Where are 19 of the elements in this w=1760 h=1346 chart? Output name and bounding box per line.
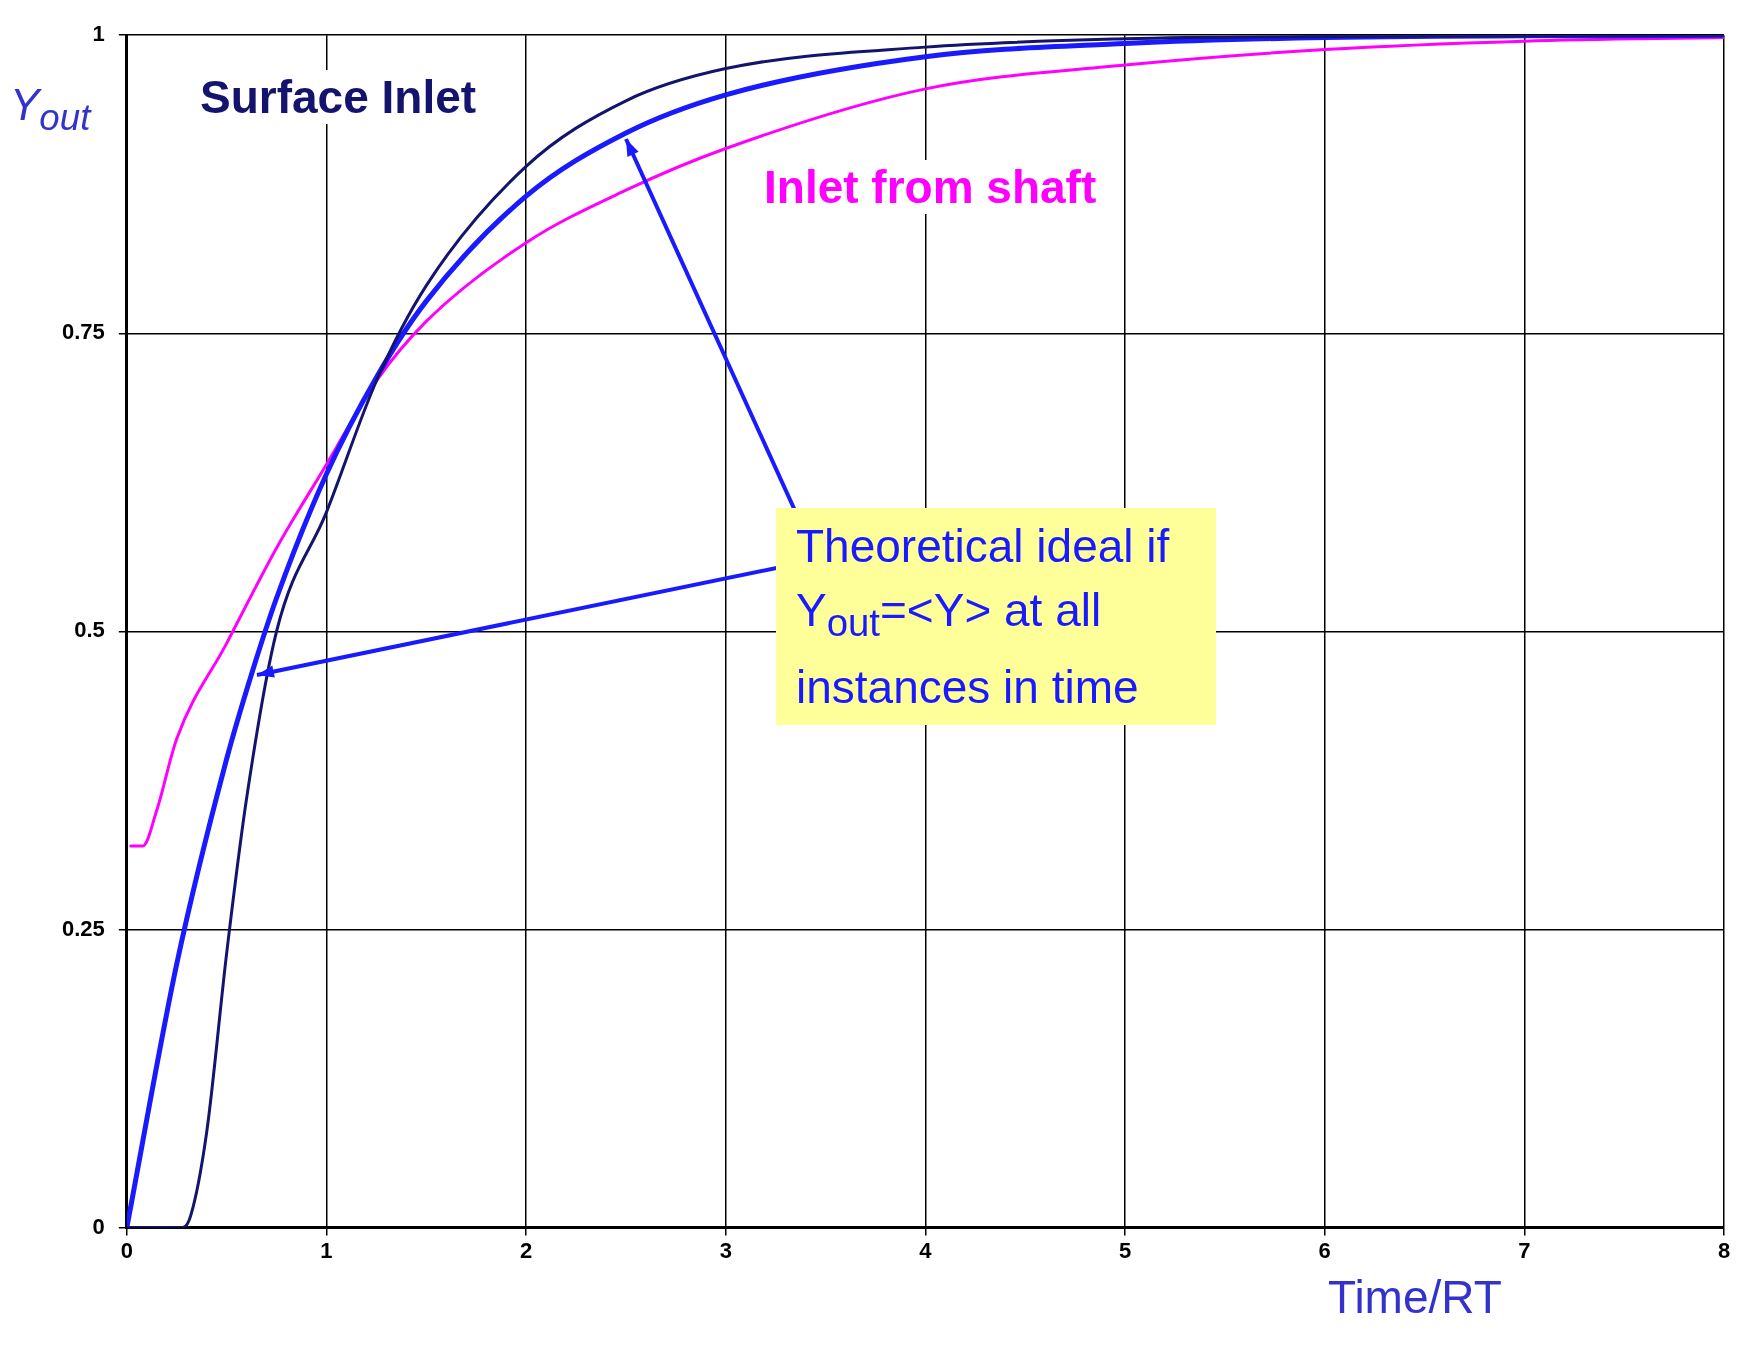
y-tick-label: 0.75 bbox=[61, 319, 105, 345]
series-label: Inlet from shaft bbox=[760, 160, 1101, 214]
y-tick-label: 0.5 bbox=[74, 617, 105, 643]
y-tick-label: 0.25 bbox=[61, 915, 105, 941]
x-tick-label: 5 bbox=[1118, 1237, 1132, 1263]
x-tick-label: 0 bbox=[120, 1237, 133, 1263]
x-tick-label: 1 bbox=[320, 1237, 333, 1263]
y-tick-label: 1 bbox=[92, 21, 105, 47]
x-tick-label: 4 bbox=[919, 1237, 933, 1263]
x-tick-label: 3 bbox=[719, 1237, 732, 1263]
series-label: Surface Inlet bbox=[196, 70, 481, 124]
x-axis-title: Time/RT bbox=[1328, 1270, 1502, 1324]
x-tick-label: 7 bbox=[1518, 1237, 1531, 1263]
y-axis-title: Y$_{out}$ bbox=[10, 80, 91, 139]
x-tick-label: 2 bbox=[519, 1237, 533, 1263]
y-tick-label: 0 bbox=[92, 1213, 105, 1239]
x-tick-label: 8 bbox=[1717, 1237, 1731, 1263]
x-tick-label: 6 bbox=[1318, 1237, 1331, 1263]
text: Theoretical ideal if Y$_{out}$=<Y> at all instances in time bbox=[776, 508, 1216, 726]
